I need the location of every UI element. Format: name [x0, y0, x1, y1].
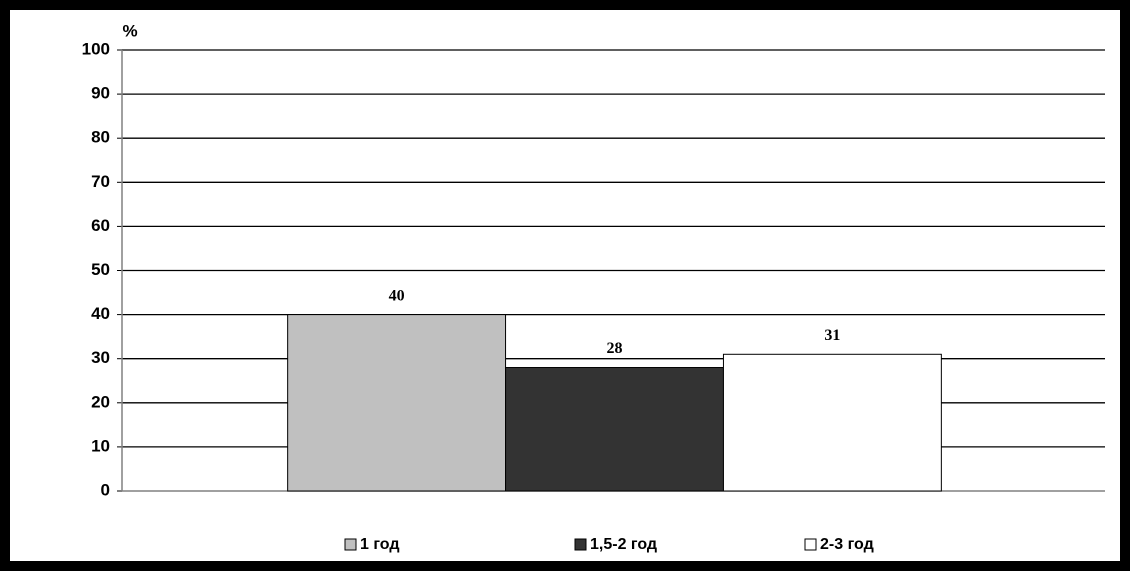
legend-label: 2-3 год	[820, 536, 874, 553]
legend-label: 1 год	[360, 536, 400, 553]
y-tick-label: 100	[82, 39, 110, 58]
value-label: 31	[824, 327, 840, 344]
legend-swatch	[574, 538, 587, 551]
legend-swatch	[804, 538, 817, 551]
y-tick-label: 80	[91, 128, 110, 147]
bar	[287, 314, 507, 492]
legend-label: 1,5-2 год	[590, 536, 657, 553]
bar	[505, 367, 724, 492]
y-tick-label: 40	[91, 304, 110, 323]
y-tick-label: 60	[91, 216, 110, 235]
y-tick-label: 0	[101, 480, 110, 499]
y-tick-label: 30	[91, 348, 110, 367]
y-axis-label: %	[122, 21, 137, 40]
value-label: 40	[389, 287, 405, 304]
y-tick-label: 90	[91, 84, 110, 103]
y-tick-label: 50	[91, 260, 110, 279]
bar	[722, 353, 942, 492]
y-tick-label: 20	[91, 392, 110, 411]
y-tick-label: 10	[91, 436, 110, 455]
y-tick-label: 70	[91, 172, 110, 191]
value-label: 28	[607, 340, 623, 357]
legend-swatch	[344, 538, 357, 551]
